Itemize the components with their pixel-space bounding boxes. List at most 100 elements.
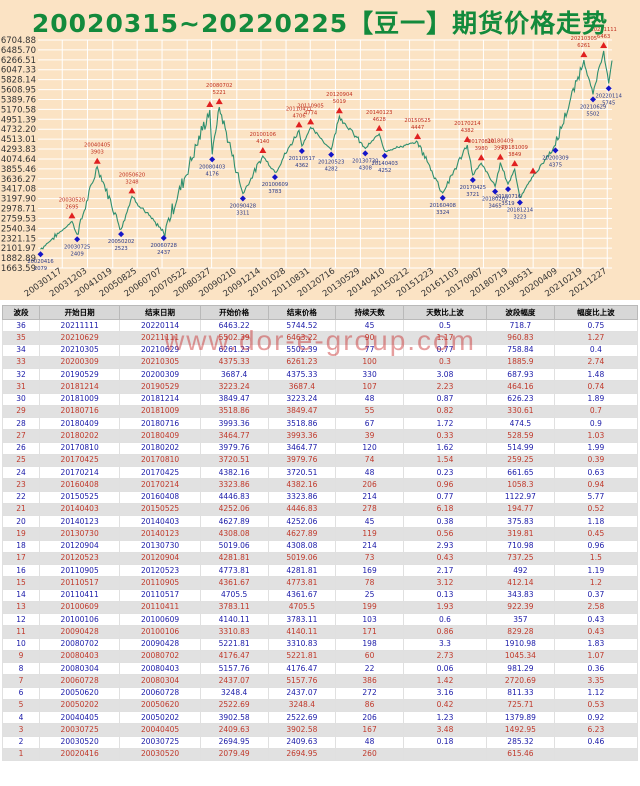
high-marker [477, 154, 485, 161]
table-cell: 2522.69 [199, 698, 269, 713]
high-marker [580, 51, 588, 58]
table-cell: 4308.08 [267, 539, 337, 553]
table-cell: 22 [2, 490, 40, 504]
y-tick-label: 4074.64 [1, 155, 36, 165]
table-row: 35 20210629 20211111 5502.39 6463.22 90 1.17 96… [2, 331, 639, 345]
table-cell: 6 [2, 686, 40, 700]
table-cell: 60 [335, 649, 404, 664]
table-cell: 492 [486, 563, 555, 578]
table-row: 26 20170810 20180202 3979.76 3464.77 120 1.62 5… [2, 441, 639, 455]
table-row: 12 20100106 20100609 4140.11 3783.11 103 0.6 35… [2, 612, 639, 627]
table-cell: 20180202 [38, 429, 121, 443]
table-cell: 464.16 [486, 380, 555, 394]
table-cell: 21 [2, 502, 40, 517]
table-cell: 20080304 [119, 674, 201, 688]
table-cell: 3720.51 [199, 453, 269, 468]
table-cell: 23 [2, 478, 40, 492]
y-tick-label: 3197.90 [1, 195, 36, 205]
point-label: 20180716 [495, 194, 521, 200]
table-cell: 16 [2, 563, 40, 578]
high-marker [414, 133, 422, 140]
table-cell: 20140123 [38, 514, 121, 529]
table-cell: 1.03 [553, 429, 639, 443]
table-cell: 20100106 [38, 612, 121, 627]
y-tick-label: 5170.58 [1, 105, 36, 115]
table-cell: 0.43 [402, 551, 488, 566]
table-cell: 2437.07 [267, 686, 337, 700]
high-marker [128, 187, 136, 194]
table-row: 2 20030520 20030725 2694.95 2409.63 48 0.18 285… [2, 735, 639, 749]
table-cell: 4252.06 [267, 514, 337, 529]
table-cell: 514.99 [486, 441, 555, 455]
table-row: 27 20180202 20180409 3464.77 3993.36 39 0.33 52… [2, 429, 639, 443]
point-label: 4252 [378, 168, 391, 174]
low-marker [590, 96, 597, 103]
point-label: 20110905 [297, 103, 323, 109]
point-label: 4706 [292, 113, 305, 119]
table-cell: 7 [2, 674, 40, 688]
table-cell: 15 [2, 576, 40, 590]
point-label: 3519 [501, 201, 514, 207]
table-cell: 0.33 [402, 429, 488, 443]
table-row: 28 20180409 20180716 3993.36 3518.86 67 1.72 47… [2, 416, 639, 431]
point-label: 3783 [268, 189, 281, 195]
table-cell: 811.33 [486, 686, 555, 700]
table-row: 36 20211111 20220114 6463.22 5744.52 45 0.5 718… [2, 318, 639, 333]
price-line [40, 50, 613, 250]
point-label: 20100106 [250, 132, 276, 138]
low-marker [505, 186, 512, 193]
point-label: 5745 [602, 100, 615, 106]
table-cell: 3323.86 [267, 490, 337, 504]
table-cell: 20160408 [38, 478, 121, 492]
table-cell: 5221.81 [267, 649, 337, 664]
y-tick-label: 2759.53 [1, 214, 36, 224]
table-cell: 31 [2, 380, 40, 394]
table-row: 30 20181009 20181214 3849.47 3223.24 48 0.87 62… [2, 392, 639, 406]
table-cell: 2694.95 [267, 747, 337, 762]
table-cell: 73 [335, 551, 404, 566]
table-cell: 0.46 [553, 735, 639, 749]
point-label: 20170214 [454, 121, 481, 127]
point-label: 20080403 [199, 164, 225, 170]
table-cell: 4382.16 [199, 465, 269, 480]
table-row: 24 20170214 20170425 4382.16 3720.51 48 0.23 66… [2, 465, 639, 480]
table-cell: 0.77 [402, 343, 488, 357]
table-cell: 48 [335, 735, 404, 749]
table-cell: 4446.83 [267, 502, 337, 517]
table-cell: 29 [2, 404, 40, 419]
point-label: 3324 [436, 210, 450, 216]
y-tick-label: 2101.97 [1, 244, 36, 254]
table-cell: 0.94 [553, 478, 639, 492]
table-cell: 3248.4 [267, 698, 337, 713]
chart-panel: 1663.59 1882.89 2101.97 2321.15 2540.34 2759.… [0, 0, 640, 300]
point-label: 4774 [304, 110, 318, 116]
table-cell: 20200309 [38, 355, 121, 370]
table-cell: 0.56 [402, 527, 488, 541]
table-cell: 2.23 [402, 380, 488, 394]
table-row: 18 20120904 20130730 5019.06 4308.08 214 2.93 7… [2, 539, 639, 553]
table-cell: 20020416 [38, 747, 121, 762]
y-tick-label: 6485.70 [1, 46, 36, 56]
table-cell: 12 [2, 612, 40, 627]
point-label: 20050620 [119, 172, 145, 178]
table-cell: 528.59 [486, 429, 555, 443]
table-row: 4 20040405 20050202 3902.58 2522.69 206 1.23 13… [2, 710, 639, 725]
table-cell: 6463.22 [199, 318, 269, 333]
table-cell: 18 [2, 539, 40, 553]
y-tick-label: 2540.34 [1, 224, 36, 234]
table-cell: 20050620 [38, 686, 121, 700]
low-marker [362, 150, 369, 157]
point-label: 20090428 [230, 203, 256, 209]
table-cell: 20170425 [119, 465, 201, 480]
point-label: 4308 [359, 165, 372, 171]
table-cell: 20060728 [38, 674, 121, 688]
table-row: 33 20200309 20210305 4375.33 6261.23 100 0.3 18… [2, 355, 639, 370]
table-cell [553, 747, 639, 762]
point-label: 3465 [489, 204, 502, 210]
table-cell: 6261.23 [267, 355, 337, 370]
table-cell: 343.83 [486, 588, 555, 602]
point-label: 20100609 [262, 182, 288, 188]
table-cell: 20150525 [119, 502, 201, 517]
table-cell: 45 [335, 514, 404, 529]
point-label: 20181214 [507, 207, 534, 213]
